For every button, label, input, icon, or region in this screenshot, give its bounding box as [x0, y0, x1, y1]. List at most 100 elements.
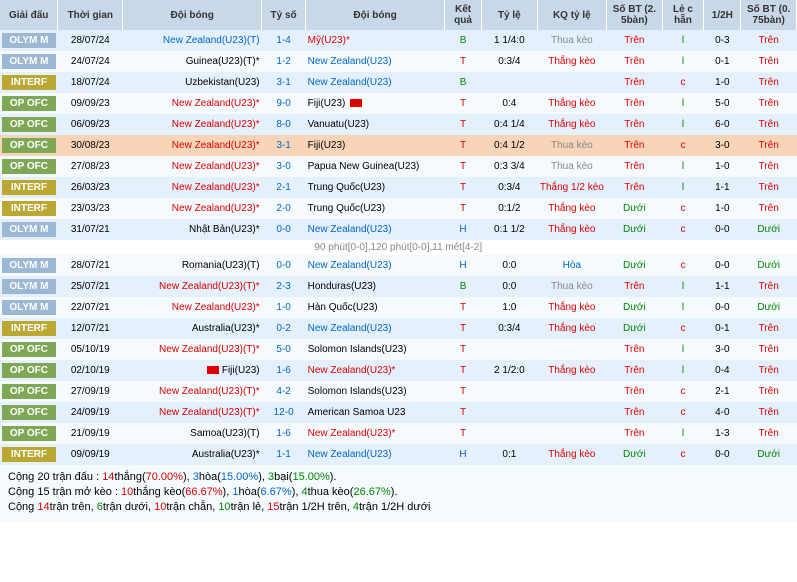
th-odds[interactable]: Tỷ lệ	[482, 0, 538, 30]
th-score[interactable]: Tỷ số	[262, 0, 306, 30]
table-row[interactable]: OLYM M25/07/21New Zealand(U23)(T)*2-3Hon…	[0, 276, 797, 297]
cell-score[interactable]: 8-0	[262, 114, 306, 135]
table-row[interactable]: INTERF09/09/19Australia(U23)*1-1New Zeal…	[0, 444, 797, 465]
table-row[interactable]: INTERF12/07/21Australia(U23)*0-2New Zeal…	[0, 318, 797, 339]
cell-team2[interactable]: New Zealand(U23)	[306, 444, 445, 465]
cell-score[interactable]: 1-6	[262, 423, 306, 444]
table-row[interactable]: OP OFC30/08/23New Zealand(U23)*3-1Fiji(U…	[0, 135, 797, 156]
table-row[interactable]: OP OFC21/09/19Samoa(U23)(T)1-6New Zealan…	[0, 423, 797, 444]
cell-team2[interactable]: New Zealand(U23)*	[306, 423, 445, 444]
cell-league[interactable]: OP OFC	[0, 114, 58, 135]
cell-team2[interactable]: Fiji(U23)	[306, 93, 445, 114]
th-ht[interactable]: 1/2H	[704, 0, 741, 30]
table-row[interactable]: OLYM M24/07/24Guinea(U23)(T)*1-2New Zeal…	[0, 51, 797, 72]
cell-score[interactable]: 0-0	[262, 255, 306, 276]
cell-team1[interactable]: New Zealand(U23)(T)*	[123, 339, 262, 360]
cell-score[interactable]: 0-2	[262, 318, 306, 339]
th-odds-result[interactable]: KQ tỷ lệ	[537, 0, 606, 30]
table-row[interactable]: INTERF23/03/23New Zealand(U23)*2-0Trung …	[0, 198, 797, 219]
cell-league[interactable]: OP OFC	[0, 402, 58, 423]
cell-league[interactable]: OLYM M	[0, 51, 58, 72]
cell-team1[interactable]: Australia(U23)*	[123, 318, 262, 339]
cell-score[interactable]: 3-0	[262, 156, 306, 177]
cell-team1[interactable]: Samoa(U23)(T)	[123, 423, 262, 444]
cell-team1[interactable]: New Zealand(U23)(T)	[123, 30, 262, 51]
cell-team2[interactable]: New Zealand(U23)*	[306, 360, 445, 381]
cell-score[interactable]: 1-4	[262, 30, 306, 51]
cell-team1[interactable]: New Zealand(U23)*	[123, 114, 262, 135]
cell-league[interactable]: INTERF	[0, 198, 58, 219]
cell-league[interactable]: OLYM M	[0, 219, 58, 240]
table-row[interactable]: OP OFC27/08/23New Zealand(U23)*3-0Papua …	[0, 156, 797, 177]
table-row[interactable]: OLYM M28/07/21Romania(U23)(T)0-0New Zeal…	[0, 255, 797, 276]
cell-team2[interactable]: New Zealand(U23)	[306, 318, 445, 339]
cell-score[interactable]: 1-6	[262, 360, 306, 381]
cell-team2[interactable]: Honduras(U23)	[306, 276, 445, 297]
table-row[interactable]: OP OFC09/09/23New Zealand(U23)*9-0Fiji(U…	[0, 93, 797, 114]
table-row[interactable]: OP OFC02/10/19 Fiji(U23)1-6New Zealand(U…	[0, 360, 797, 381]
cell-league[interactable]: INTERF	[0, 444, 58, 465]
cell-score[interactable]: 9-0	[262, 93, 306, 114]
th-team2[interactable]: Đội bóng	[306, 0, 445, 30]
cell-team1[interactable]: Nhật Bản(U23)*	[123, 219, 262, 240]
cell-team1[interactable]: New Zealand(U23)*	[123, 177, 262, 198]
cell-team1[interactable]: New Zealand(U23)(T)*	[123, 402, 262, 423]
cell-team2[interactable]: American Samoa U23	[306, 402, 445, 423]
cell-league[interactable]: OP OFC	[0, 156, 58, 177]
table-row[interactable]: OP OFC24/09/19New Zealand(U23)(T)*12-0Am…	[0, 402, 797, 423]
cell-league[interactable]: OP OFC	[0, 360, 58, 381]
cell-team1[interactable]: New Zealand(U23)*	[123, 156, 262, 177]
cell-team1[interactable]: New Zealand(U23)(T)*	[123, 276, 262, 297]
cell-score[interactable]: 2-3	[262, 276, 306, 297]
th-result[interactable]: Kết quả	[445, 0, 482, 30]
cell-team1[interactable]: Guinea(U23)(T)*	[123, 51, 262, 72]
cell-team2[interactable]: Trung Quốc(U23)	[306, 177, 445, 198]
cell-team1[interactable]: New Zealand(U23)*	[123, 93, 262, 114]
cell-score[interactable]: 3-1	[262, 135, 306, 156]
th-time[interactable]: Thời gian	[58, 0, 123, 30]
cell-team2[interactable]: New Zealand(U23)	[306, 255, 445, 276]
th-league[interactable]: Giải đấu	[0, 0, 58, 30]
cell-league[interactable]: INTERF	[0, 177, 58, 198]
cell-team2[interactable]: Vanuatu(U23)	[306, 114, 445, 135]
cell-team1[interactable]: Fiji(U23)	[123, 360, 262, 381]
table-row[interactable]: OLYM M22/07/21New Zealand(U23)*1-0Hàn Qu…	[0, 297, 797, 318]
table-row[interactable]: OP OFC06/09/23New Zealand(U23)*8-0Vanuat…	[0, 114, 797, 135]
cell-league[interactable]: OLYM M	[0, 30, 58, 51]
cell-team2[interactable]: Fiji(U23)	[306, 135, 445, 156]
cell-team1[interactable]: New Zealand(U23)*	[123, 297, 262, 318]
cell-league[interactable]: INTERF	[0, 72, 58, 93]
cell-league[interactable]: OP OFC	[0, 135, 58, 156]
cell-score[interactable]: 2-1	[262, 177, 306, 198]
table-row[interactable]: OP OFC05/10/19New Zealand(U23)(T)*5-0Sol…	[0, 339, 797, 360]
cell-team1[interactable]: New Zealand(U23)*	[123, 135, 262, 156]
cell-league[interactable]: OP OFC	[0, 423, 58, 444]
table-row[interactable]: INTERF18/07/24Uzbekistan(U23)3-1New Zeal…	[0, 72, 797, 93]
cell-team1[interactable]: Uzbekistan(U23)	[123, 72, 262, 93]
th-team1[interactable]: Đội bóng	[123, 0, 262, 30]
table-row[interactable]: OLYM M31/07/21Nhật Bản(U23)*0-0New Zeala…	[0, 219, 797, 240]
cell-score[interactable]: 12-0	[262, 402, 306, 423]
th-ou075[interactable]: Số BT (0. 75bàn)	[741, 0, 797, 30]
cell-score[interactable]: 1-0	[262, 297, 306, 318]
cell-team2[interactable]: Mỹ(U23)*	[306, 30, 445, 51]
cell-team2[interactable]: Hàn Quốc(U23)	[306, 297, 445, 318]
cell-team1[interactable]: Romania(U23)(T)	[123, 255, 262, 276]
cell-league[interactable]: OP OFC	[0, 339, 58, 360]
table-row[interactable]: INTERF26/03/23New Zealand(U23)*2-1Trung …	[0, 177, 797, 198]
cell-league[interactable]: OP OFC	[0, 381, 58, 402]
cell-score[interactable]: 1-1	[262, 444, 306, 465]
cell-league[interactable]: OLYM M	[0, 276, 58, 297]
th-oddeven[interactable]: Lẻ c hẵn	[662, 0, 704, 30]
cell-score[interactable]: 1-2	[262, 51, 306, 72]
cell-team2[interactable]: Solomon Islands(U23)	[306, 381, 445, 402]
cell-team2[interactable]: New Zealand(U23)	[306, 72, 445, 93]
cell-score[interactable]: 2-0	[262, 198, 306, 219]
cell-score[interactable]: 4-2	[262, 381, 306, 402]
cell-team1[interactable]: Australia(U23)*	[123, 444, 262, 465]
cell-score[interactable]: 5-0	[262, 339, 306, 360]
cell-team2[interactable]: Papua New Guinea(U23)	[306, 156, 445, 177]
table-row[interactable]: OP OFC27/09/19New Zealand(U23)(T)*4-2Sol…	[0, 381, 797, 402]
cell-team2[interactable]: New Zealand(U23)	[306, 51, 445, 72]
cell-league[interactable]: OLYM M	[0, 297, 58, 318]
